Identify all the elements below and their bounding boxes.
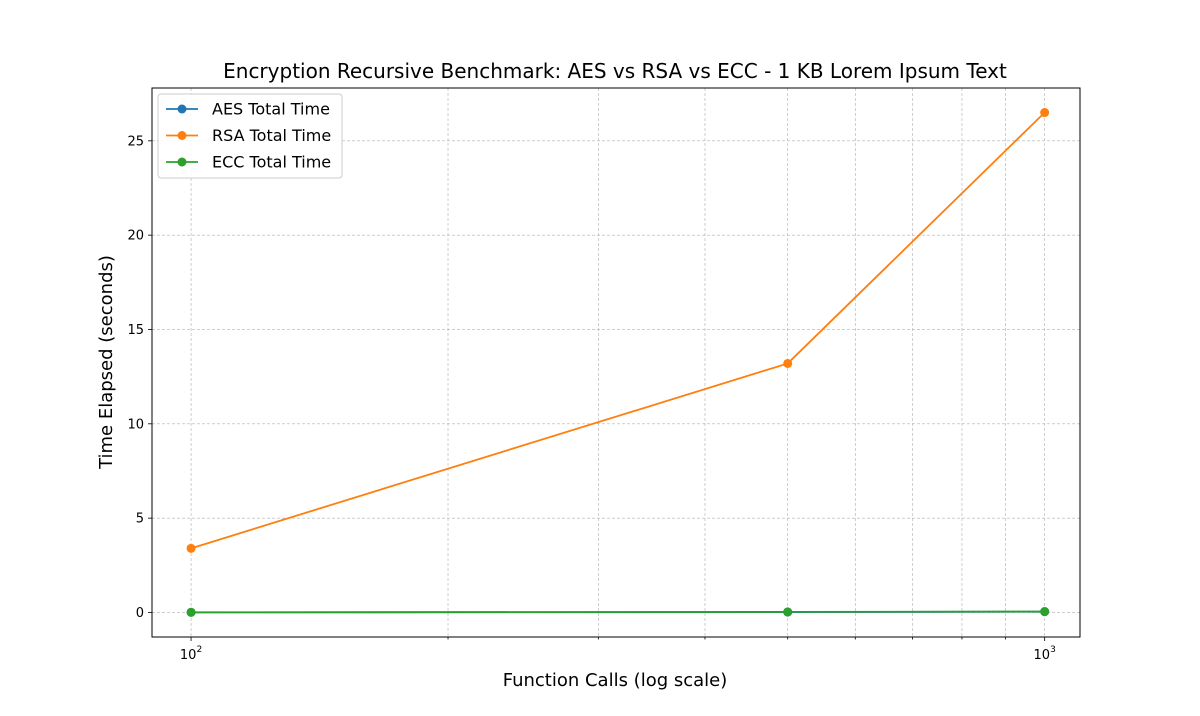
- y-tick-label: 0: [136, 606, 144, 621]
- y-tick-label: 15: [127, 323, 144, 338]
- chart-title: Encryption Recursive Benchmark: AES vs R…: [223, 59, 1007, 83]
- legend-entry: AES Total Time: [166, 100, 330, 119]
- series-line: [191, 610, 1045, 614]
- legend-box: [157, 93, 343, 179]
- y-tick-label: 25: [127, 134, 144, 149]
- data-point: [186, 607, 196, 617]
- y-axis-label: Time Elapsed (seconds): [96, 255, 117, 470]
- data-point: [186, 543, 196, 553]
- y-tick-label: 10: [127, 417, 144, 432]
- y-tick-label: 20: [127, 229, 144, 244]
- data-point: [1040, 108, 1050, 118]
- data-series: [186, 108, 1050, 617]
- data-point: [783, 358, 793, 368]
- x-axis-label: Function Calls (log scale): [503, 670, 728, 691]
- legend-marker: [177, 157, 187, 167]
- legend-label: AES Total Time: [212, 100, 330, 119]
- legend: AES Total Time RSA Total Time ECC Total Ti…: [157, 93, 343, 179]
- y-tick-label: 5: [136, 512, 144, 527]
- series-2: [186, 108, 1050, 553]
- x-tick-label: 102: [180, 645, 202, 663]
- x-tick-label: 103: [1034, 645, 1056, 663]
- series-3: [186, 607, 1050, 617]
- axis-ticks: 102 103 0 5 10 15 20 25: [127, 134, 1055, 663]
- data-point: [783, 607, 793, 617]
- plot-area-frame: [151, 87, 1081, 638]
- legend-entry: ECC Total Time: [166, 153, 331, 172]
- legend-marker: [177, 131, 187, 140]
- legend-label: RSA Total Time: [212, 126, 331, 145]
- legend-entry: RSA Total Time: [166, 126, 331, 145]
- data-point: [1040, 607, 1050, 617]
- legend-marker: [177, 104, 187, 114]
- legend-label: ECC Total Time: [212, 153, 331, 172]
